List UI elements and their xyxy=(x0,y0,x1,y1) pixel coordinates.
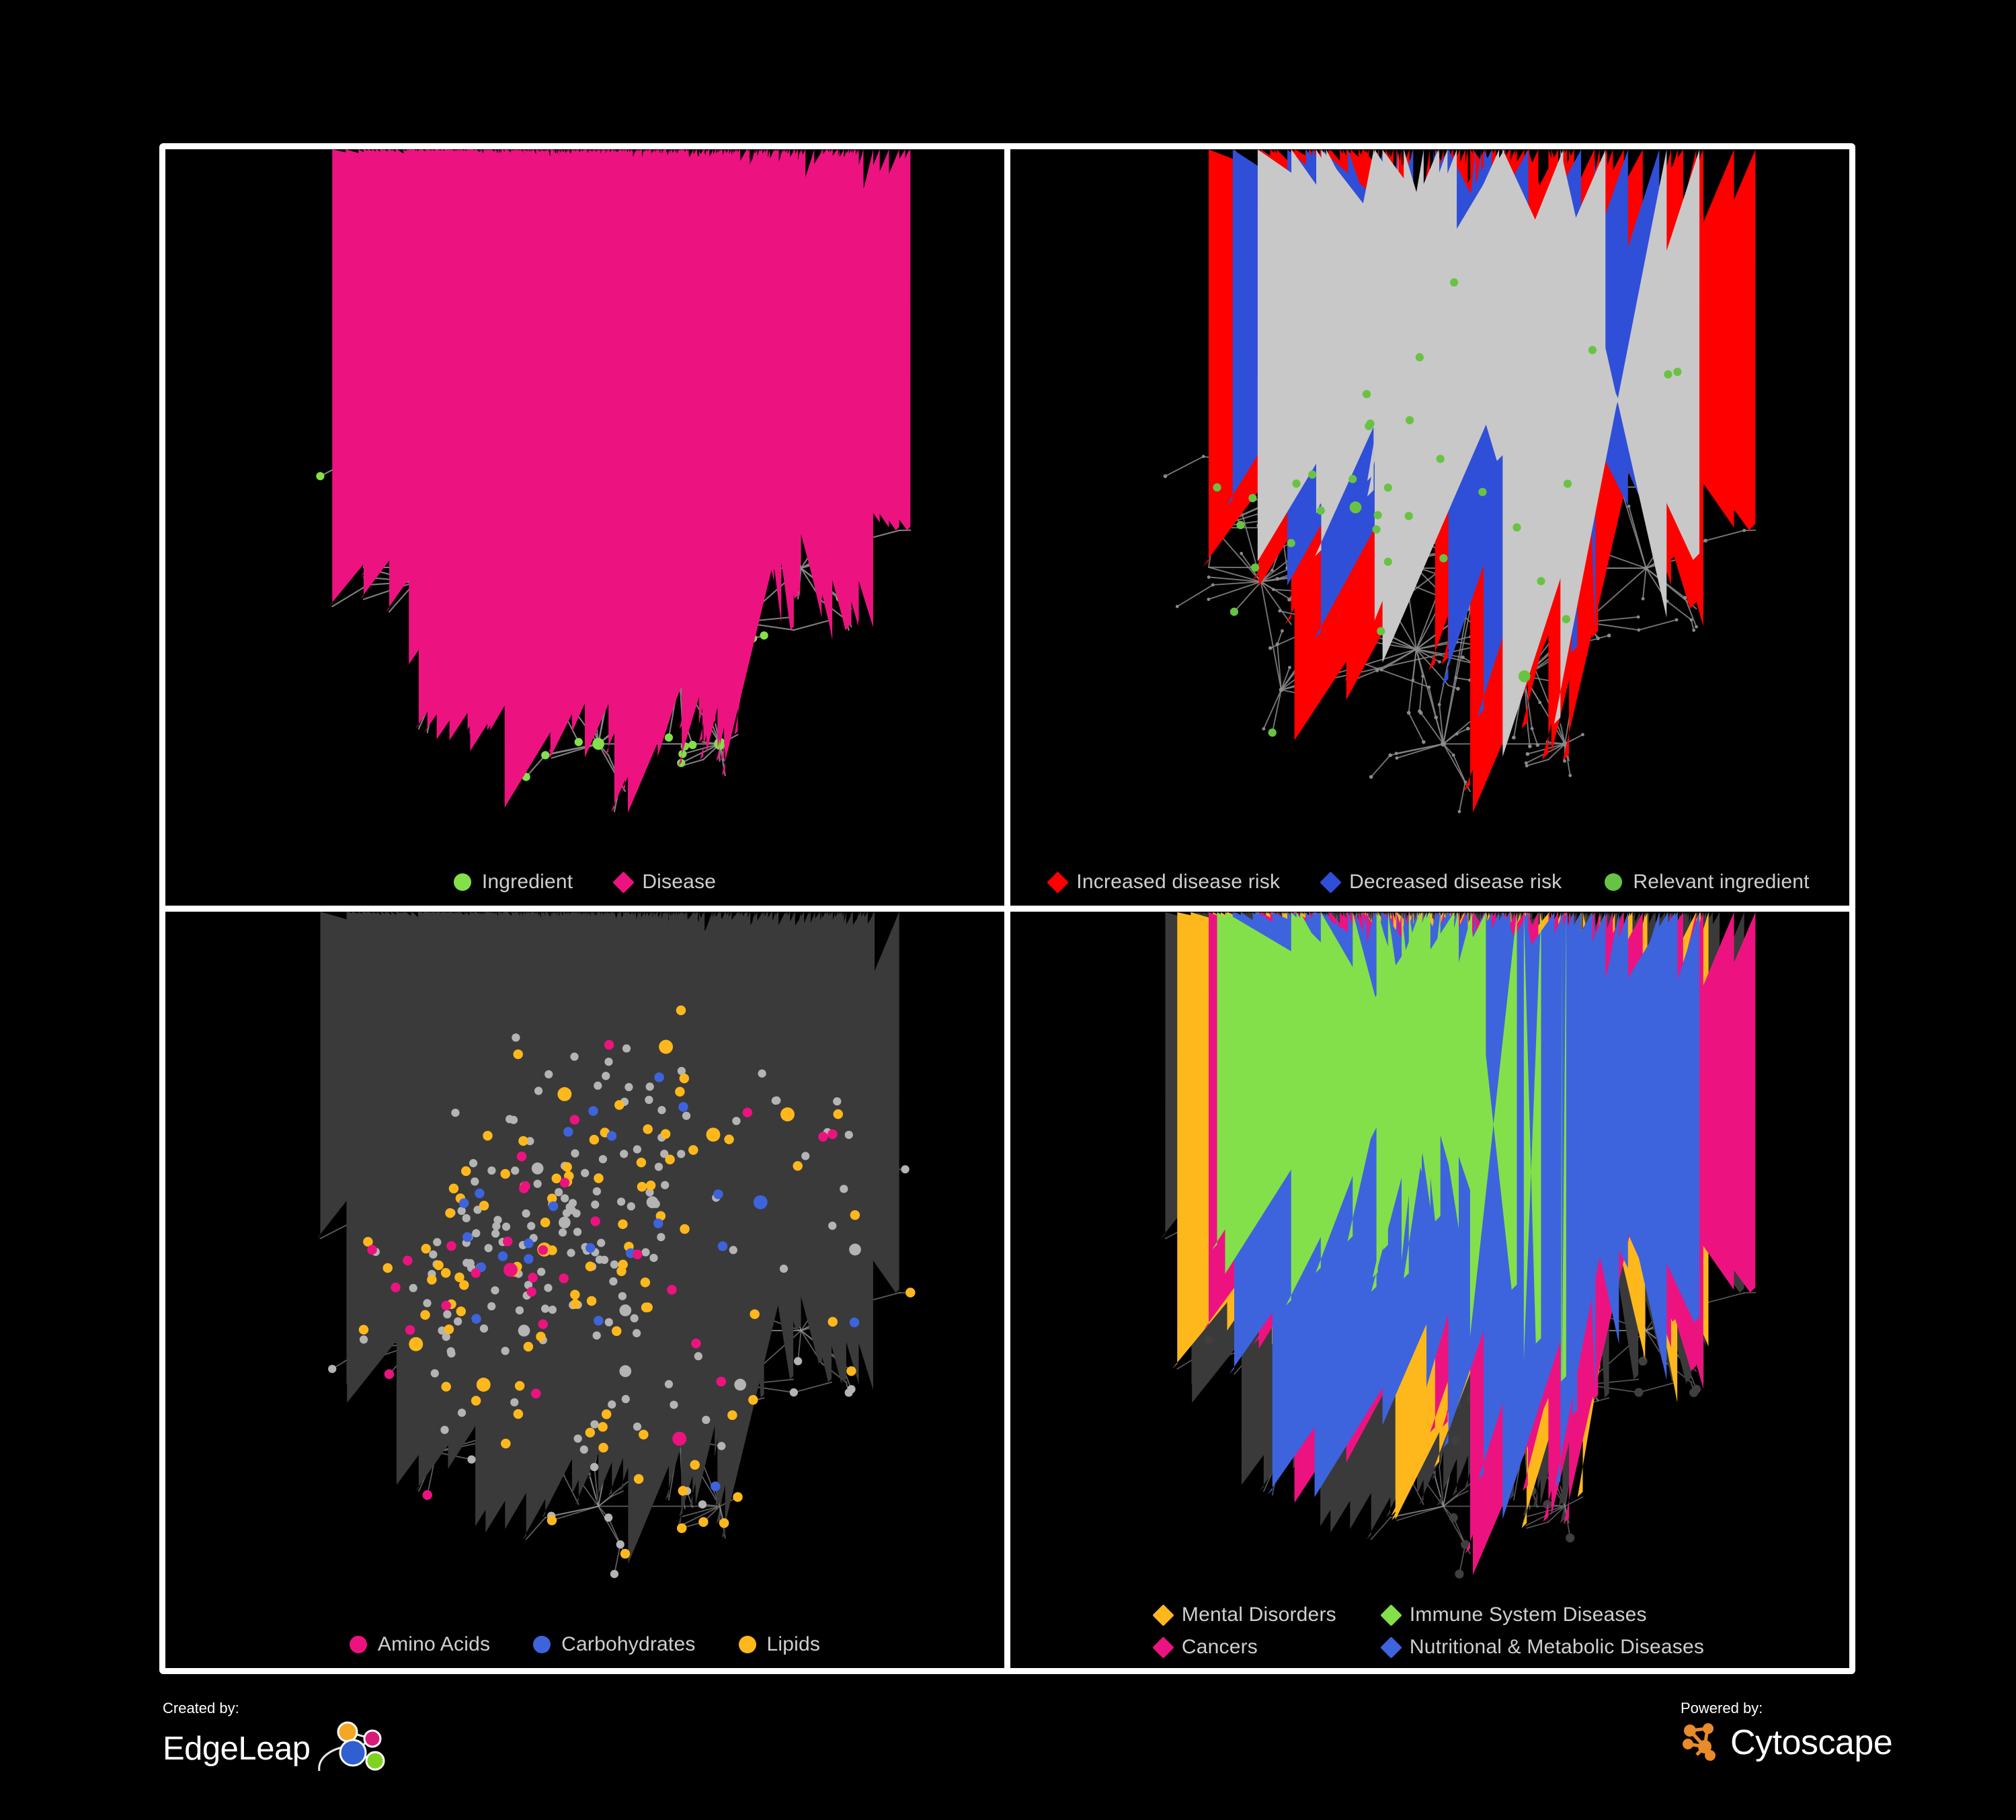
cytoscape-logo-icon xyxy=(1681,1720,1725,1765)
legend-label: Amino Acids xyxy=(377,1633,491,1655)
legend-item-nutritional-metabolic-diseases[interactable]: Nutritional & Metabolic Diseases xyxy=(1380,1636,1705,1659)
legend-label: Cancers xyxy=(1181,1636,1258,1658)
legend-panel-2: Increased disease risk Decreased disease… xyxy=(1010,871,1849,894)
powered-by-label: Powered by: xyxy=(1681,1700,1763,1716)
network-canvas-nutrient-classes[interactable] xyxy=(165,912,1004,1587)
cytoscape-wordmark: Cytoscape xyxy=(1730,1723,1893,1762)
legend-item-mental-disorders[interactable]: Mental Disorders xyxy=(1152,1604,1336,1626)
legend-item-amino-acids[interactable]: Amino Acids xyxy=(349,1633,491,1656)
network-canvas-disease-categories[interactable] xyxy=(1010,912,1849,1587)
legend-marker-diamond-icon xyxy=(1380,1604,1402,1626)
legend-label: Carbohydrates xyxy=(561,1633,696,1655)
network-canvas-disease-risk[interactable] xyxy=(1010,149,1849,825)
legend-marker-diamond-icon xyxy=(1152,1604,1174,1626)
legend-label: Immune System Diseases xyxy=(1409,1604,1647,1626)
legend-item-increased-disease-risk[interactable]: Increased disease risk xyxy=(1047,871,1281,894)
legend-panel-4: Mental Disorders Immune System Diseases … xyxy=(1010,1604,1849,1659)
edgeleap-branding: Created by: EdgeLeap xyxy=(163,1700,389,1778)
legend-label: Increased disease risk xyxy=(1076,871,1281,893)
panel-ingredient-disease[interactable]: Ingredient Disease xyxy=(165,149,1004,906)
legend-item-immune-system-diseases[interactable]: Immune System Diseases xyxy=(1380,1604,1704,1626)
legend-marker-circle-icon xyxy=(533,1636,551,1653)
legend-label: Ingredient xyxy=(481,871,573,893)
panel-disease-categories[interactable]: Mental Disorders Immune System Diseases … xyxy=(1010,912,1849,1668)
legend-item-ingredient[interactable]: Ingredient xyxy=(453,871,573,894)
legend-item-decreased-disease-risk[interactable]: Decreased disease risk xyxy=(1320,871,1562,894)
legend-panel-1: Ingredient Disease xyxy=(165,871,1004,894)
panel-nutrient-classes[interactable]: Amino Acids Carbohydrates Lipids xyxy=(165,912,1004,1668)
legend-marker-circle-icon xyxy=(349,1636,367,1653)
legend-marker-circle-icon xyxy=(1605,873,1623,891)
legend-panel-3: Amino Acids Carbohydrates Lipids xyxy=(165,1633,1004,1656)
legend-label: Mental Disorders xyxy=(1181,1604,1336,1626)
edgeleap-logo-icon xyxy=(315,1720,389,1778)
edgeleap-wordmark: EdgeLeap xyxy=(163,1731,311,1767)
legend-label: Relevant ingredient xyxy=(1633,871,1810,893)
panel-disease-risk[interactable]: Increased disease risk Decreased disease… xyxy=(1010,149,1849,906)
legend-label: Lipids xyxy=(766,1633,821,1655)
legend-item-carbohydrates[interactable]: Carbohydrates xyxy=(533,1633,695,1656)
created-by-label: Created by: xyxy=(163,1700,239,1716)
legend-item-cancers[interactable]: Cancers xyxy=(1152,1636,1336,1659)
legend-marker-circle-icon xyxy=(738,1636,756,1653)
legend-marker-circle-icon xyxy=(453,873,471,891)
cytoscape-branding: Powered by: xyxy=(1681,1700,1893,1765)
legend-label: Disease xyxy=(642,871,717,893)
network-canvas-ingredient-disease[interactable] xyxy=(165,149,1004,825)
legend-item-relevant-ingredient[interactable]: Relevant ingredient xyxy=(1605,871,1810,894)
legend-item-lipids[interactable]: Lipids xyxy=(738,1633,821,1656)
legend-marker-diamond-icon xyxy=(612,871,635,894)
legend-label: Decreased disease risk xyxy=(1349,871,1562,893)
legend-marker-diamond-icon xyxy=(1380,1636,1402,1659)
figure-frame: Ingredient Disease Increased disease ris… xyxy=(159,143,1855,1674)
legend-marker-diamond-icon xyxy=(1320,871,1342,894)
legend-marker-diamond-icon xyxy=(1152,1636,1174,1659)
legend-marker-diamond-icon xyxy=(1047,871,1070,894)
legend-item-disease[interactable]: Disease xyxy=(612,871,717,894)
legend-label: Nutritional & Metabolic Diseases xyxy=(1409,1636,1705,1658)
